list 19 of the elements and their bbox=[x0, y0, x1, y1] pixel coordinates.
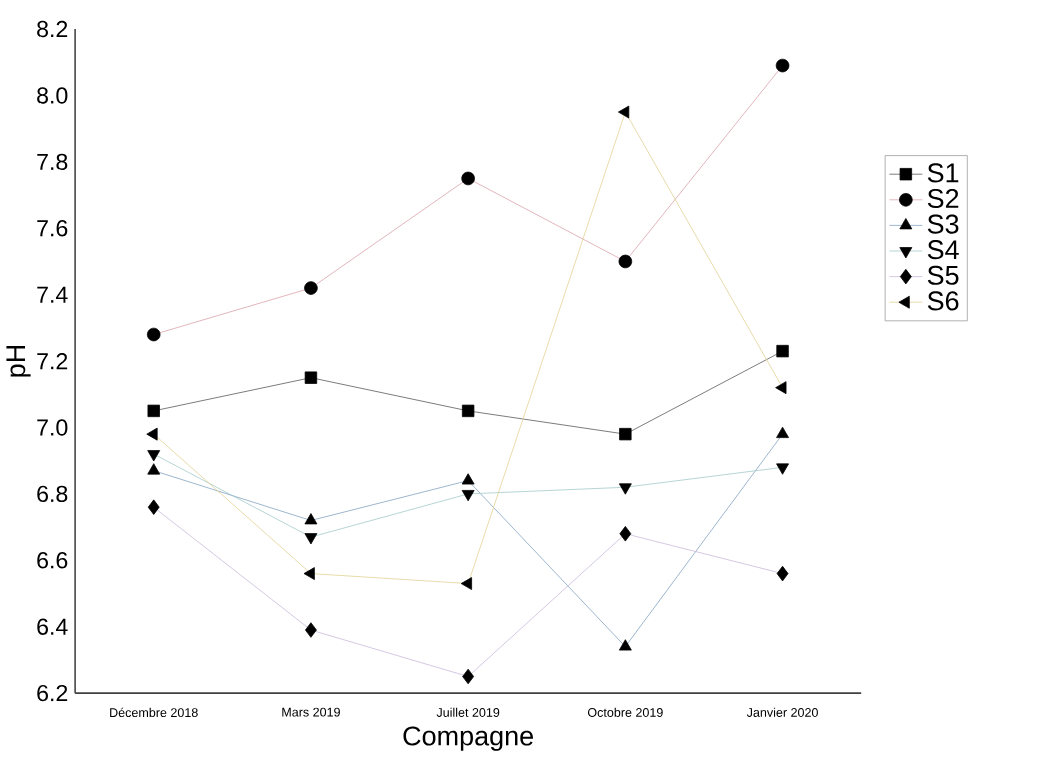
legend-label: S6 bbox=[927, 291, 959, 311]
y-tick-label: 6.4 bbox=[37, 618, 68, 635]
y-tick-label: 7.2 bbox=[37, 352, 68, 370]
legend-label: S2 bbox=[927, 188, 959, 208]
legend-label: S1 bbox=[927, 163, 959, 183]
y-tick-label: 7.4 bbox=[37, 286, 68, 303]
y-tick-label: 7.8 bbox=[37, 153, 68, 170]
y-axis-title: pH bbox=[6, 345, 31, 377]
legend-label: S4 bbox=[927, 240, 959, 260]
y-tick-label: 6.2 bbox=[37, 684, 68, 702]
y-tick-label: 8.2 bbox=[37, 20, 68, 38]
legend-label: S3 bbox=[927, 214, 959, 234]
y-tick-label: 7.0 bbox=[37, 419, 68, 436]
x-axis-title: Compagne bbox=[403, 726, 533, 751]
y-tick-label: 6.8 bbox=[37, 485, 68, 503]
y-tick-label: 8.0 bbox=[37, 87, 68, 104]
y-tick-label: 7.6 bbox=[37, 220, 68, 237]
legend-label: S5 bbox=[927, 265, 959, 285]
y-tick-label: 6.6 bbox=[37, 552, 68, 569]
